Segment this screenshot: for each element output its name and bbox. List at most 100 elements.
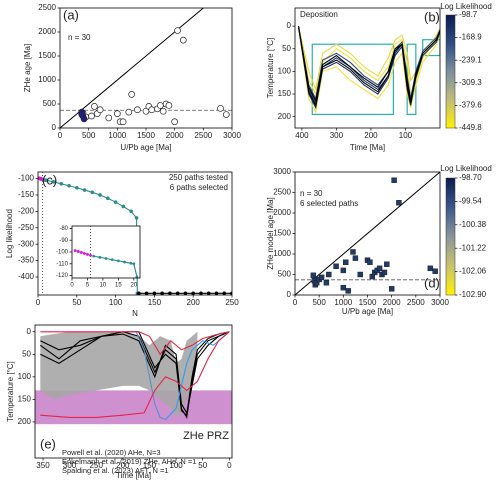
colorbar-tick-label: -98.7: [459, 10, 478, 19]
y-axis-label: Temperature [°C]: [6, 361, 15, 422]
point: [340, 284, 347, 291]
panel-label: (d): [424, 275, 440, 290]
y-tick-label: -110: [56, 261, 68, 267]
point: [121, 204, 126, 209]
x-tick-label: 0: [36, 298, 41, 307]
colorbar-label: Log Likelihood: [440, 164, 492, 173]
point: [40, 177, 45, 182]
y-tick-label: -100: [18, 174, 35, 183]
point: [89, 254, 92, 257]
point: [134, 106, 141, 114]
legend-entry: Enkelmann et al. (2019) ZHe, AHe, N =1: [62, 457, 196, 466]
y-tick-label: -100: [56, 250, 69, 256]
point: [144, 291, 149, 295]
point: [79, 251, 83, 254]
point: [156, 102, 164, 109]
y-tick-label: 150: [278, 89, 292, 98]
point: [183, 291, 188, 295]
y-tick-label: 200: [278, 112, 292, 121]
y-tick-label: -400: [18, 272, 35, 281]
legend-entry: Spalding et al. (2023) AFT, N =1: [62, 466, 169, 475]
point: [427, 265, 434, 272]
y-tick-label: 0: [52, 123, 57, 132]
point: [222, 291, 227, 295]
panel-label: (b): [424, 9, 440, 24]
constraint-box: [422, 39, 440, 57]
colorbar-tick-label: -449.8: [459, 123, 482, 132]
colorbar-tick-label: -99.54: [459, 197, 482, 206]
point: [367, 259, 373, 265]
x-tick-label: 2000: [383, 298, 401, 307]
x-tick-label: 3000: [431, 298, 449, 307]
x-tick-label: 100: [109, 298, 123, 307]
point: [98, 255, 102, 259]
y-tick-label: 2000: [273, 208, 291, 217]
point: [171, 118, 179, 126]
one-to-one-line: [295, 172, 440, 295]
x-tick-label: 0: [227, 461, 232, 470]
point: [73, 249, 77, 252]
point: [75, 185, 79, 190]
panel: 0 50 100 150 200 250-100-150-200-250-300-350-…: [5, 171, 239, 318]
plot-area: [297, 25, 440, 116]
x-tick-label: 2500: [407, 298, 425, 307]
colorbar-tick-label: -98.70: [459, 173, 482, 182]
x-tick-label: 500: [312, 298, 326, 307]
point: [78, 111, 86, 118]
y-tick-label: -120: [56, 273, 69, 279]
x-tick-label: 100: [399, 131, 413, 140]
annotation: 250 paths tested: [169, 173, 228, 182]
annotation: 6 paths selected: [170, 183, 228, 192]
y-tick-label: -200: [18, 206, 35, 215]
x-tick-label: 50: [198, 461, 207, 470]
plot-area: [38, 172, 232, 295]
point: [230, 291, 232, 295]
y-tick-label: -90: [59, 238, 68, 244]
x-tick-label: 3000: [223, 131, 241, 140]
point: [323, 280, 330, 286]
x-tick-label: 2500: [194, 131, 212, 140]
colorbar-tick-label: -168.9: [459, 33, 482, 42]
point: [396, 200, 402, 206]
point: [88, 112, 95, 120]
x-axis-label: U/Pb age [Ma]: [120, 143, 171, 152]
plot-frame: [37, 171, 233, 296]
point: [128, 91, 136, 98]
point: [357, 271, 363, 278]
x-tick-label: 1000: [334, 298, 352, 307]
x-tick-label: 150: [148, 298, 162, 307]
point: [206, 291, 211, 295]
envelope: [40, 331, 198, 418]
y-tick-label: 2500: [38, 3, 56, 12]
panel: 0 500 1000 1500 2000 2500 3000 0 500 1000 1500 2000…: [266, 164, 492, 316]
annotation: Deposition: [300, 10, 338, 19]
x-tick-label: 200: [116, 461, 130, 470]
colorbar-tick-label: -102.90: [459, 290, 487, 299]
point: [43, 178, 48, 182]
point: [137, 291, 141, 295]
point: [160, 291, 164, 295]
y-tick-label: 50: [22, 349, 31, 358]
plot-frame: [294, 7, 441, 129]
point: [384, 261, 390, 267]
point: [98, 193, 102, 197]
point: [86, 253, 89, 256]
colorbar-tick-label: -309.3: [459, 78, 482, 87]
y-tick-label: 1500: [38, 51, 56, 60]
x-tick-label: 1000: [108, 131, 126, 140]
y-tick-label: 3000: [273, 167, 291, 176]
point: [381, 269, 388, 276]
y-tick-label: 500: [278, 270, 292, 279]
y-tick-label: 100: [18, 372, 32, 381]
y-tick-label: -300: [18, 239, 35, 248]
x-tick-label: 50: [72, 298, 81, 307]
y-tick-label: 50: [282, 44, 291, 53]
y-tick-label: -80: [59, 226, 68, 232]
y-tick-label: 0: [27, 327, 32, 336]
point: [326, 271, 332, 278]
y-tick-label: -350: [18, 256, 35, 265]
x-tick-label: 200: [187, 298, 201, 307]
annotation: 6 selected paths: [300, 199, 358, 208]
legend-entry: Powell et al. (2020) AHe, N=3: [62, 448, 161, 457]
